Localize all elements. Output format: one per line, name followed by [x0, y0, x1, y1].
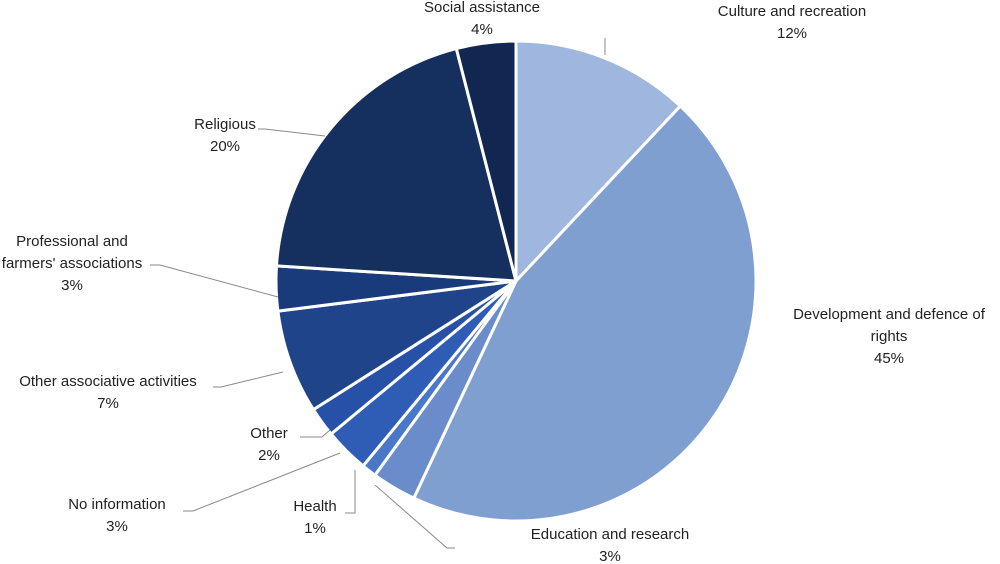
- slice-label: Health: [293, 498, 337, 515]
- slice-label: Education and research: [530, 526, 690, 543]
- slice-label: Professional and farmers' associations: [1, 233, 143, 272]
- slice-label: Religious: [194, 116, 256, 133]
- leader-line: [258, 128, 326, 137]
- pie-slice: [276, 279, 518, 412]
- slice-value-label: 45%: [873, 350, 905, 367]
- pie-slice: [514, 39, 682, 283]
- leader-line: [300, 429, 331, 438]
- slice-label: Development and defence of rights: [793, 306, 985, 345]
- slice-label: No information: [68, 496, 166, 513]
- slice-label: Social assistance: [424, 0, 540, 16]
- slice-value-label: 20%: [209, 138, 241, 155]
- leader-line: [345, 470, 356, 514]
- slice-value-label: 2%: [258, 447, 280, 464]
- slice-value-label: 3%: [61, 277, 83, 294]
- leader-line: [374, 484, 455, 549]
- pie-slice: [454, 39, 518, 283]
- leader-line: [213, 371, 284, 388]
- pie-slice: [274, 47, 518, 283]
- slice-label: Culture and recreation: [717, 3, 867, 20]
- slice-value-label: 3%: [599, 548, 621, 564]
- slice-value-label: 4%: [471, 21, 493, 38]
- slice-value-label: 3%: [106, 518, 128, 535]
- slice-value-label: 1%: [304, 520, 326, 537]
- leader-line: [150, 264, 279, 298]
- slice-label: Other associative activities: [19, 373, 197, 390]
- slice-value-label: 7%: [97, 395, 119, 412]
- pie-slice: [412, 104, 758, 523]
- slice-label: Other: [250, 425, 288, 442]
- slice-value-label: 12%: [776, 25, 808, 42]
- leader-line: [183, 452, 341, 512]
